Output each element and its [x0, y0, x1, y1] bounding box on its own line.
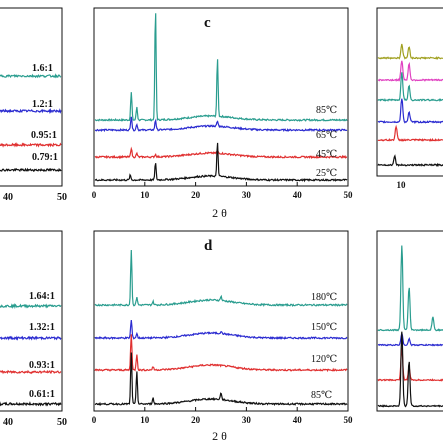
- panel-label-d: d: [204, 238, 213, 254]
- series-line-2: [377, 332, 443, 347]
- tick-label-40: 40: [3, 417, 13, 428]
- series-label-120c: 120℃: [311, 354, 337, 365]
- series-line-2: [94, 320, 348, 340]
- series-label-25c: 25℃: [316, 168, 337, 179]
- series-line-3: [94, 146, 348, 160]
- plot-frame: [0, 230, 63, 412]
- series-line-2: [0, 335, 62, 341]
- series-line-1: [0, 73, 62, 79]
- series-label-180c: 180℃: [311, 292, 337, 303]
- series-label-65c: 65℃: [316, 130, 337, 141]
- tick-label-50: 50: [57, 417, 67, 428]
- series-label-0-95: 0.95:1: [31, 130, 57, 141]
- series-line-2: [94, 116, 348, 133]
- series-label-1-2: 1.2:1: [32, 99, 53, 110]
- series-line-3: [0, 369, 62, 375]
- series-line-1: [0, 303, 62, 310]
- series-line-4: [94, 352, 348, 406]
- series-line-2: [0, 107, 62, 114]
- series-line-3: [94, 334, 348, 373]
- x-axis-title-d: 2θ: [212, 429, 230, 443]
- tick-label-10: 10: [397, 180, 407, 190]
- series-label-0-93: 0.93:1: [29, 360, 55, 371]
- panel-left-top: 1.6:1 1.2:1 0.95:1 0.79:1 40 50: [0, 7, 67, 203]
- series-line-3: [0, 142, 62, 148]
- series-line-4: [0, 401, 62, 407]
- series-label-150c: 150℃: [311, 322, 337, 333]
- series-label-45c: 45℃: [316, 149, 337, 160]
- panel-right-top: 10: [376, 7, 443, 190]
- panel-d: d 0 10 20 30 40 50 180℃ 150℃ 120℃ 85℃ 2θ: [92, 230, 354, 443]
- panel-right-bottom: [376, 230, 443, 412]
- x-tick-label: 30: [242, 415, 252, 425]
- series-label-1-32: 1.32:1: [29, 322, 55, 333]
- series-line-1: [94, 249, 348, 308]
- series-line-4: [0, 167, 62, 173]
- series-label-0-79: 0.79:1: [32, 152, 58, 163]
- x-tick-label: 0: [92, 415, 97, 425]
- x-tick-label: 20: [191, 190, 201, 200]
- x-tick-label: 40: [293, 415, 303, 425]
- x-tick-label: 40: [293, 190, 303, 200]
- x-tick-label: 20: [191, 415, 201, 425]
- series-line-1: [94, 13, 348, 122]
- plot-frame: [93, 230, 349, 412]
- series-line-6: [377, 154, 443, 168]
- series-label-85c: 85℃: [316, 105, 337, 116]
- x-tick-label: 30: [242, 190, 252, 200]
- plot-frame: [93, 7, 349, 187]
- panel-label-c: c: [204, 15, 211, 31]
- series-line-4: [94, 142, 348, 183]
- plot-frame: [0, 7, 63, 187]
- series-label-85c: 85℃: [311, 390, 332, 401]
- series-line-3: [377, 72, 443, 102]
- plot-frame: [376, 7, 443, 177]
- x-tick-label: 10: [140, 190, 150, 200]
- series-line-5: [377, 124, 443, 142]
- series-label-1-64: 1.64:1: [29, 291, 55, 302]
- series-line-4: [377, 98, 443, 125]
- series-label-1-6: 1.6:1: [32, 63, 53, 74]
- tick-label-40: 40: [3, 192, 13, 203]
- plot-frame: [376, 230, 443, 412]
- series-label-0-61: 0.61:1: [29, 389, 55, 400]
- series-line-3: [377, 347, 443, 382]
- panel-c: c 0 10 20 30 40 50 85℃ 65℃ 45℃ 25℃ 2θ: [92, 7, 354, 220]
- series-line-4: [377, 331, 443, 408]
- x-axis-title-c: 2θ: [212, 206, 230, 220]
- x-tick-label: 50: [344, 415, 354, 425]
- tick-label-50: 50: [57, 192, 67, 203]
- x-tick-label: 50: [344, 190, 354, 200]
- series-line-2: [377, 60, 443, 82]
- x-tick-label: 0: [92, 190, 97, 200]
- series-line-1: [377, 43, 443, 60]
- series-line-1: [377, 245, 443, 332]
- panel-left-bottom: 1.64:1 1.32:1 0.93:1 0.61:1 40 50: [0, 230, 67, 428]
- x-tick-label: 10: [140, 415, 150, 425]
